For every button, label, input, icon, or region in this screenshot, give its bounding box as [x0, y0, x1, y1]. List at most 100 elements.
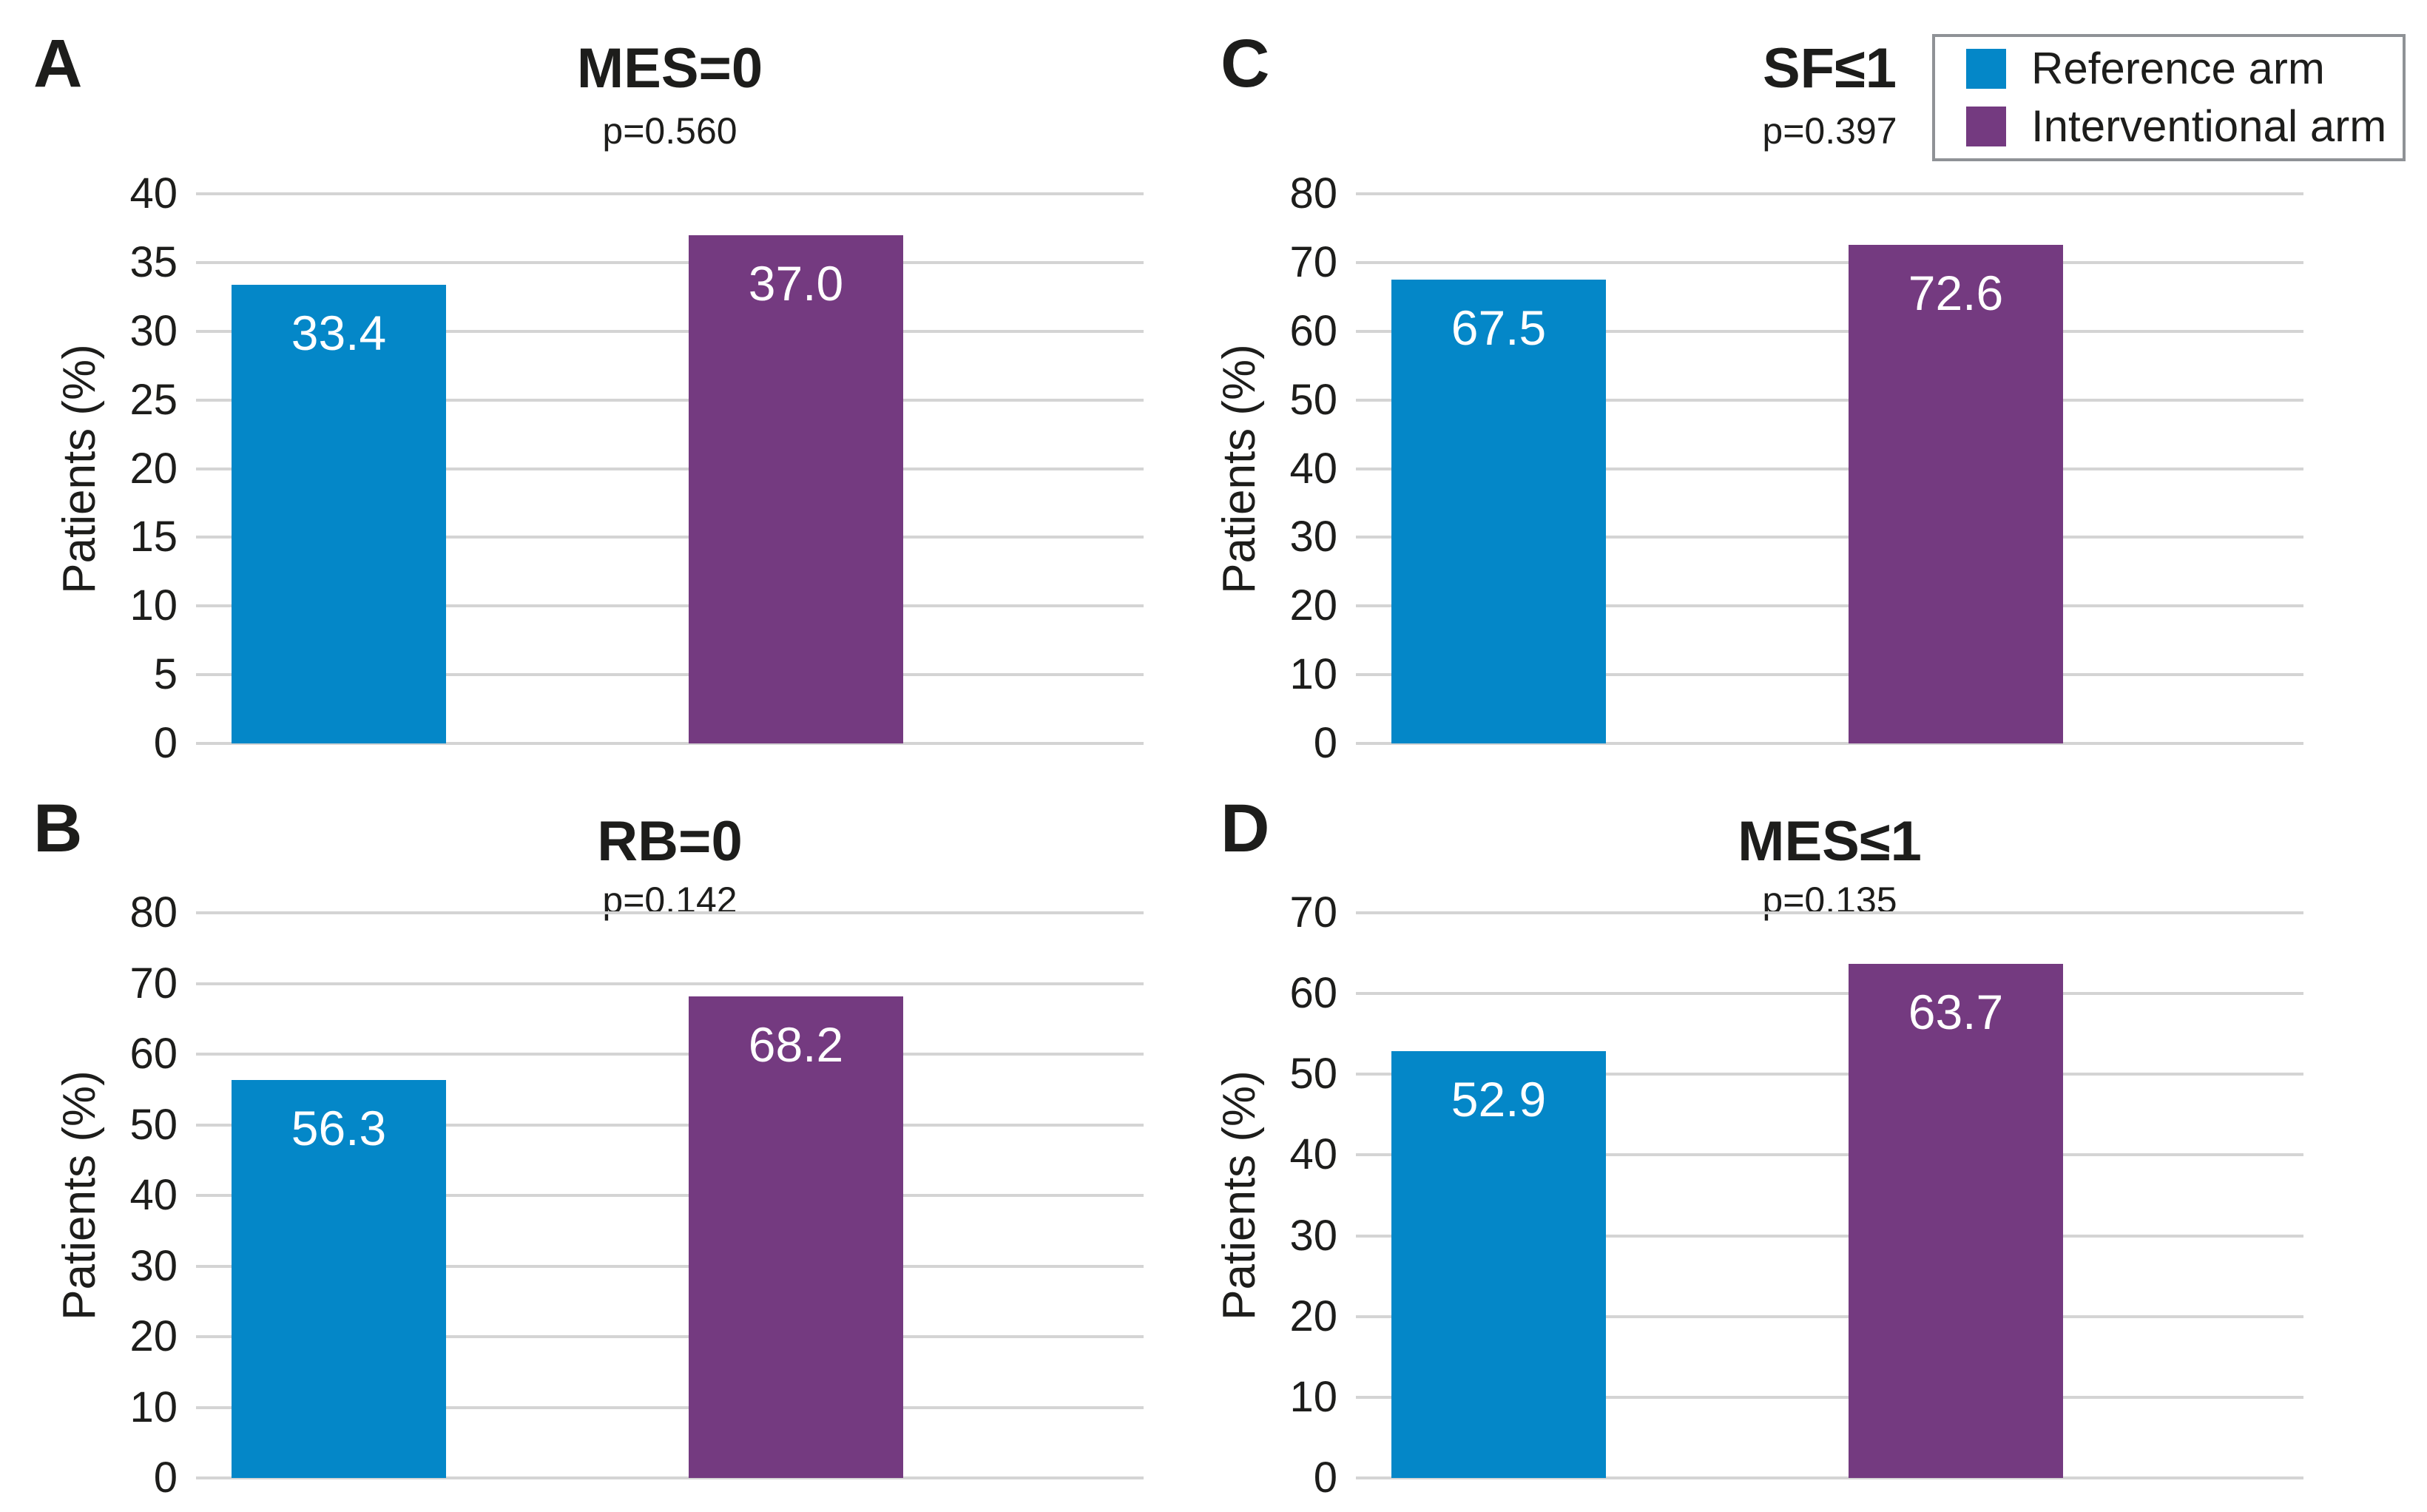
legend: Reference arm Interventional arm [1932, 34, 2406, 161]
bar-value-label: 33.4 [291, 305, 387, 360]
gridline [196, 329, 1144, 333]
legend-item-reference-arm: Reference arm [1966, 47, 2403, 91]
bar-reference-arm: 52.9 [1391, 1050, 1606, 1478]
y-axis-tick-label: 20 [1289, 581, 1337, 630]
panel-b: B RB=0 p=0.142 Patients (%) 80 70 60 50 40 30… [0, 756, 1213, 1512]
y-axis-tick-label: 0 [153, 1454, 178, 1502]
y-axis-tick-label: 80 [129, 888, 178, 936]
gridline [1356, 398, 2303, 402]
y-axis-tick-label: 30 [1289, 1211, 1337, 1260]
y-axis-tick-label: 50 [129, 1100, 178, 1149]
gridline [1356, 1153, 2303, 1157]
y-axis-tick-label: 10 [129, 1383, 178, 1431]
y-axis-tick-label: 0 [1313, 719, 1337, 767]
y-axis-tick-label: 70 [129, 959, 178, 1008]
panel-d: D MES≤1 p=0.135 Patients (%) 70 60 50 40 30 2… [1160, 756, 2427, 1512]
y-axis-tick-label: 30 [129, 306, 178, 355]
y-axis-tick-label: 40 [1289, 1130, 1337, 1179]
panel-d-title: MES≤1 [1738, 810, 1922, 873]
gridline [196, 1194, 1144, 1197]
gridline [1356, 192, 2303, 195]
gridline [1356, 673, 2303, 677]
gridline [1356, 467, 2303, 470]
panel-letter-c: C [1221, 26, 1270, 101]
bar-interventional-arm: 72.6 [1849, 244, 2063, 743]
gridline [1356, 329, 2303, 333]
gridline [1356, 536, 2303, 539]
panel-letter-d: D [1221, 791, 1270, 866]
y-axis-tick-label: 50 [1289, 375, 1337, 424]
gridline [196, 1476, 1144, 1479]
y-axis-tick-label: 70 [1289, 888, 1337, 936]
y-axis-tick-label: 40 [129, 1171, 178, 1219]
bar-reference-arm: 33.4 [232, 284, 446, 743]
gridline [196, 398, 1144, 402]
gridline [196, 467, 1144, 470]
y-axis-tick-label: 25 [129, 375, 178, 424]
gridline [1356, 604, 2303, 608]
bar-interventional-arm: 37.0 [689, 234, 903, 743]
gridline [196, 1123, 1144, 1127]
gridline [1356, 1234, 2303, 1238]
gridline [196, 260, 1144, 264]
panel-b-title: RB=0 [597, 810, 743, 873]
bar-value-label: 37.0 [748, 255, 844, 311]
gridline [196, 1405, 1144, 1409]
gridline [1356, 260, 2303, 264]
legend-color-swatch-reference-arm [1966, 49, 2006, 89]
gridline [1356, 992, 2303, 996]
gridline [1356, 742, 2303, 745]
y-axis-tick-label: 80 [1289, 169, 1337, 217]
bar-value-label: 63.7 [1908, 984, 2004, 1039]
y-axis-tick-label: 20 [1289, 1292, 1337, 1340]
y-axis-tick-label: 0 [1313, 1454, 1337, 1502]
y-axis-tick-label: 20 [129, 1312, 178, 1360]
gridline [196, 536, 1144, 539]
panel-c-title: SF≤1 [1762, 37, 1897, 100]
y-axis-tick-label: 10 [1289, 650, 1337, 699]
panel-a-title: MES=0 [576, 37, 763, 100]
y-axis-tick-label: 10 [129, 581, 178, 630]
gridline [1356, 1314, 2303, 1318]
bar-interventional-arm: 63.7 [1849, 963, 2063, 1478]
panel-a-p-value: p=0.560 [602, 110, 737, 152]
y-axis-tick-label: 30 [1289, 513, 1337, 561]
legend-label: Interventional arm [2031, 101, 2387, 151]
y-axis-tick-label: 5 [153, 650, 178, 699]
legend-item-interventional-arm: Interventional arm [1966, 104, 2403, 149]
y-axis-tick-label: 0 [153, 719, 178, 767]
y-axis-tick-label: 60 [1289, 306, 1337, 355]
y-axis-tick-label: 10 [1289, 1372, 1337, 1421]
gridline [1356, 911, 2303, 914]
y-axis-tick-label: 30 [129, 1241, 178, 1290]
y-axis-tick-label: 35 [129, 237, 178, 286]
y-axis-tick-label: 40 [129, 169, 178, 217]
gridline [196, 742, 1144, 745]
panel-c: C SF≤1 p=0.397 Patients (%) 80 70 60 50 40 30… [1160, 0, 2427, 765]
y-axis-tick-label: 70 [1289, 237, 1337, 286]
y-axis-tick-label: 60 [1289, 969, 1337, 1018]
gridline [1356, 1395, 2303, 1399]
panel-c-p-value: p=0.397 [1762, 110, 1897, 152]
gridline [196, 911, 1144, 914]
gridline [196, 1335, 1144, 1338]
legend-color-swatch-interventional-arm [1966, 107, 2006, 146]
y-axis-tick-label: 20 [129, 444, 178, 493]
gridline [1356, 1073, 2303, 1076]
panel-a: A MES=0 p=0.560 Patients (%) 40 35 30 25 20 1… [0, 0, 1213, 765]
panel-letter-b: B [33, 791, 83, 866]
gridline [196, 982, 1144, 985]
gridline [196, 1264, 1144, 1268]
panel-d-y-axis-label: Patients (%) [1214, 1070, 1265, 1320]
bar-reference-arm: 67.5 [1391, 280, 1606, 743]
y-axis-tick-label: 40 [1289, 444, 1337, 493]
bar-value-label: 56.3 [291, 1101, 387, 1156]
y-axis-tick-label: 15 [129, 513, 178, 561]
bar-value-label: 68.2 [748, 1016, 844, 1072]
bar-value-label: 72.6 [1908, 265, 2004, 320]
y-axis-tick-label: 50 [1289, 1050, 1337, 1098]
gridline [196, 673, 1144, 677]
gridline [1356, 1476, 2303, 1479]
bar-value-label: 52.9 [1451, 1071, 1547, 1127]
